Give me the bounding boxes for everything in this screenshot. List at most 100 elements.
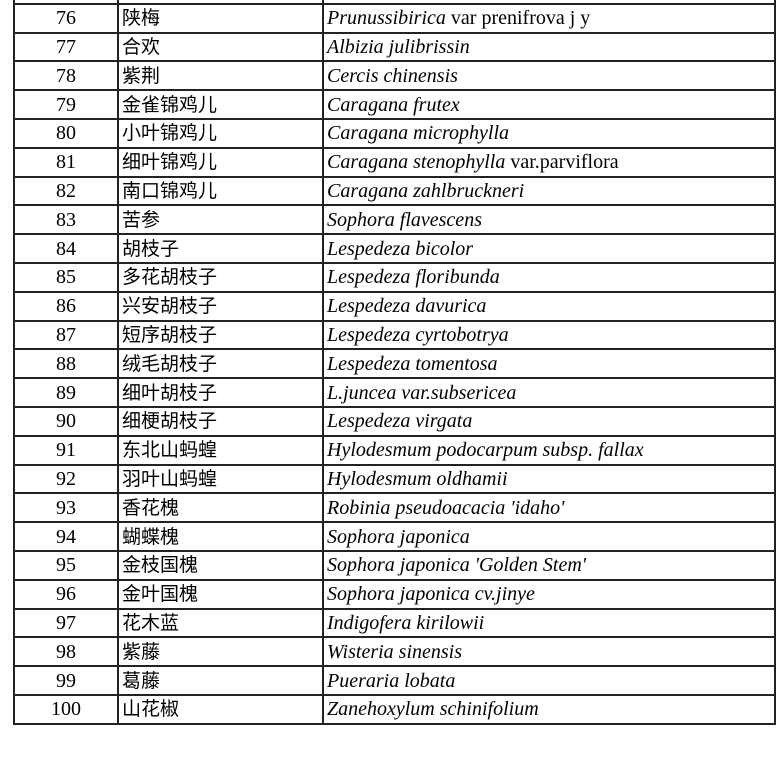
scientific-name-cell: Pueraria lobata	[322, 665, 776, 696]
scientific-name-cell	[322, 0, 776, 5]
row-number: 87	[13, 319, 119, 351]
chinese-name: 葛藤	[117, 665, 324, 696]
row-number: 95	[13, 549, 119, 581]
chinese-name: 南口锦鸡儿	[117, 175, 324, 207]
scientific-name-suffix: var prenifrova j y	[445, 7, 591, 30]
chinese-name: 山花椒	[117, 693, 324, 725]
table-row: 92 羽叶山蚂蝗 Hylodesmum oldhamii	[13, 463, 776, 495]
chinese-name: 短序胡枝子	[117, 319, 324, 351]
scientific-name-cell: Lespedeza floribunda	[322, 261, 776, 293]
scientific-name-cell: Prunussibirica var prenifrova j y	[322, 2, 776, 34]
row-number: 81	[13, 146, 119, 178]
table-row: 82 南口锦鸡儿 Caragana zahlbruckneri	[13, 175, 776, 207]
row-number: 77	[13, 31, 119, 63]
table-row: 80 小叶锦鸡儿 Caragana microphylla	[13, 117, 776, 149]
row-number: 91	[13, 434, 119, 466]
scientific-name-cell: Wisteria sinensis	[322, 636, 776, 668]
table-row: 81 细叶锦鸡儿 Caragana stenophylla var.parvif…	[13, 146, 776, 178]
chinese-name: 金雀锦鸡儿	[117, 89, 324, 120]
table-row: 89 细叶胡枝子 L.juncea var.subsericea	[13, 377, 776, 408]
scientific-name: Hylodesmum podocarpum subsp. fallax	[327, 439, 644, 462]
row-number: 98	[13, 636, 119, 668]
scientific-name-cell: Lespedeza bicolor	[322, 233, 776, 264]
table-row: 77 合欢 Albizia julibrissin	[13, 31, 776, 63]
scientific-name: Albizia julibrissin	[327, 35, 470, 58]
row-number: 82	[13, 175, 119, 207]
table-row: 83 苦参 Sophora flavescens	[13, 204, 776, 236]
chinese-name: 苦参	[117, 204, 324, 236]
scientific-name-cell: Caragana microphylla	[322, 117, 776, 149]
table-row: 95 金枝国槐 Sophora japonica 'Golden Stem'	[13, 549, 776, 581]
scientific-name-cell: Caragana zahlbruckneri	[322, 175, 776, 207]
chinese-name: 多花胡枝子	[117, 261, 324, 293]
scientific-name: Caragana microphylla	[327, 122, 510, 145]
table-row: 98 紫藤 Wisteria sinensis	[13, 636, 776, 668]
table-row	[13, 0, 776, 5]
chinese-name: 细叶锦鸡儿	[117, 146, 324, 178]
row-number: 97	[13, 607, 119, 639]
scientific-name-cell: Sophora japonica cv.jinye	[322, 578, 776, 610]
chinese-name: 花木蓝	[117, 607, 324, 639]
row-number: 83	[13, 204, 119, 236]
scientific-name: Caragana frutex	[327, 93, 460, 116]
row-number: 84	[13, 233, 119, 264]
scientific-name-cell: Lespedeza virgata	[322, 405, 776, 437]
row-number: 76	[13, 2, 119, 34]
scientific-name-cell: Cercis chinensis	[322, 60, 776, 92]
scientific-name: L.juncea var.subsericea	[327, 381, 517, 404]
scientific-name: Sophora japonica 'Golden Stem'	[327, 554, 587, 577]
row-number: 86	[13, 290, 119, 322]
scientific-name: Zanehoxylum schinifolium	[327, 698, 539, 721]
table-row: 99 葛藤 Pueraria lobata	[13, 665, 776, 696]
scientific-name: Lespedeza cyrtobotrya	[327, 323, 509, 346]
table-row: 79 金雀锦鸡儿 Caragana frutex	[13, 89, 776, 120]
chinese-name: 细叶胡枝子	[117, 377, 324, 408]
table-row: 94 蝴蝶槐 Sophora japonica	[13, 521, 776, 552]
table-row: 96 金叶国槐 Sophora japonica cv.jinye	[13, 578, 776, 610]
table-row: 90 细梗胡枝子 Lespedeza virgata	[13, 405, 776, 437]
table-row: 86 兴安胡枝子 Lespedeza davurica	[13, 290, 776, 322]
table-row: 87 短序胡枝子 Lespedeza cyrtobotrya	[13, 319, 776, 351]
scientific-name-cell: Caragana stenophylla var.parviflora	[322, 146, 776, 178]
scientific-name: Lespedeza floribunda	[327, 266, 500, 289]
row-number: 78	[13, 60, 119, 92]
chinese-name	[117, 0, 324, 5]
chinese-name: 紫藤	[117, 636, 324, 668]
row-number	[13, 0, 119, 5]
scientific-name: Indigofera kirilowii	[327, 611, 485, 634]
row-number: 88	[13, 348, 119, 380]
row-number: 100	[13, 693, 119, 725]
scientific-name-cell: Hylodesmum podocarpum subsp. fallax	[322, 434, 776, 466]
scientific-name-cell: L.juncea var.subsericea	[322, 377, 776, 408]
scientific-name: Pueraria lobata	[327, 669, 456, 692]
chinese-name: 金叶国槐	[117, 578, 324, 610]
table-row: 93 香花槐 Robinia pseudoacacia 'idaho'	[13, 492, 776, 524]
scientific-name: Caragana zahlbruckneri	[327, 179, 525, 202]
chinese-name: 东北山蚂蝗	[117, 434, 324, 466]
chinese-name: 兴安胡枝子	[117, 290, 324, 322]
scientific-name-cell: Sophora japonica 'Golden Stem'	[322, 549, 776, 581]
row-number: 93	[13, 492, 119, 524]
scientific-name-cell: Lespedeza tomentosa	[322, 348, 776, 380]
scientific-name: Prunussibirica	[327, 7, 446, 30]
scientific-name: Wisteria sinensis	[327, 640, 463, 663]
scientific-name-cell: Sophora japonica	[322, 521, 776, 552]
chinese-name: 金枝国槐	[117, 549, 324, 581]
chinese-name: 绒毛胡枝子	[117, 348, 324, 380]
row-number: 89	[13, 377, 119, 408]
scientific-name: Lespedeza virgata	[327, 410, 473, 433]
scientific-name: Robinia pseudoacacia 'idaho'	[327, 496, 565, 519]
scientific-name-cell: Indigofera kirilowii	[322, 607, 776, 639]
row-number: 90	[13, 405, 119, 437]
scientific-name: Sophora japonica cv.jinye	[327, 583, 535, 606]
chinese-name: 羽叶山蚂蝗	[117, 463, 324, 495]
chinese-name: 合欢	[117, 31, 324, 63]
table-row: 85 多花胡枝子 Lespedeza floribunda	[13, 261, 776, 293]
chinese-name: 胡枝子	[117, 233, 324, 264]
scientific-name-cell: Caragana frutex	[322, 89, 776, 120]
chinese-name: 小叶锦鸡儿	[117, 117, 324, 149]
scientific-name-suffix: var.parviflora	[505, 151, 619, 174]
table-row: 84 胡枝子 Lespedeza bicolor	[13, 233, 776, 264]
scientific-name-cell: Robinia pseudoacacia 'idaho'	[322, 492, 776, 524]
